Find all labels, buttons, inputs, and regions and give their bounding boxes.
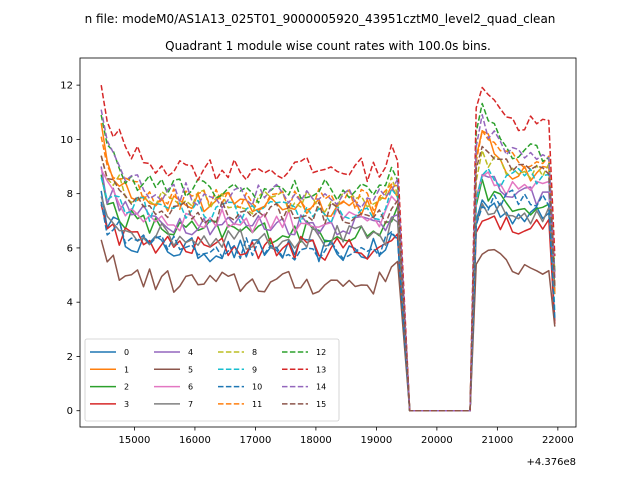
series-line-15 bbox=[100, 145, 556, 412]
x-tick-label: 22000 bbox=[542, 435, 574, 446]
legend-label-1: 1 bbox=[124, 365, 129, 374]
legend-label-3: 3 bbox=[124, 400, 129, 409]
x-tick-label: 20000 bbox=[421, 435, 453, 446]
plot-title: Quadrant 1 module wise count rates with … bbox=[165, 39, 491, 53]
x-tick-label: 18000 bbox=[300, 435, 332, 446]
legend-label-9: 9 bbox=[252, 365, 257, 374]
series-line-13 bbox=[100, 84, 556, 412]
ticks-layer: 15000 16000 17000 18000 19000 20000 21000 22000… bbox=[60, 81, 573, 446]
series-line-2 bbox=[100, 174, 556, 412]
y-tick-label: 4 bbox=[67, 298, 73, 309]
legend-label-14: 14 bbox=[316, 383, 326, 392]
y-tick-label: 12 bbox=[60, 81, 73, 92]
legend-label-12: 12 bbox=[316, 348, 326, 357]
legend-label-15: 15 bbox=[316, 400, 326, 409]
x-tick-label: 21000 bbox=[481, 435, 513, 446]
y-tick-label: 8 bbox=[67, 189, 73, 200]
legend-label-5: 5 bbox=[188, 365, 193, 374]
x-tick-label: 17000 bbox=[240, 435, 272, 446]
y-tick-label: 2 bbox=[67, 352, 73, 363]
x-offset-label: +4.376e8 bbox=[526, 457, 576, 468]
series-line-14 bbox=[100, 109, 556, 412]
series-line-5 bbox=[100, 239, 556, 412]
figure-suptitle: n file: modeM0/AS1A13_025T01_9000005920_… bbox=[85, 12, 556, 26]
y-tick-label: 0 bbox=[67, 406, 73, 417]
y-tick-label: 6 bbox=[67, 243, 73, 254]
legend-label-10: 10 bbox=[252, 383, 262, 392]
x-tick-label: 19000 bbox=[360, 435, 392, 446]
x-tick-label: 15000 bbox=[119, 435, 151, 446]
axes-frame bbox=[79, 57, 577, 428]
legend-label-4: 4 bbox=[188, 348, 193, 357]
x-tick-label: 16000 bbox=[179, 435, 211, 446]
series-line-10 bbox=[100, 189, 556, 412]
legend-label-0: 0 bbox=[124, 348, 129, 357]
y-tick-label: 10 bbox=[60, 135, 73, 146]
legend-label-11: 11 bbox=[252, 400, 262, 409]
series-line-11 bbox=[100, 129, 556, 412]
series-layer bbox=[100, 84, 556, 412]
legend-label-7: 7 bbox=[188, 400, 193, 409]
legend-label-8: 8 bbox=[252, 348, 257, 357]
series-line-3 bbox=[100, 204, 556, 412]
legend-label-13: 13 bbox=[316, 365, 326, 374]
legend-box bbox=[84, 338, 340, 422]
legend-label-2: 2 bbox=[124, 383, 129, 392]
legend-label-6: 6 bbox=[188, 383, 193, 392]
series-line-8 bbox=[100, 149, 556, 412]
